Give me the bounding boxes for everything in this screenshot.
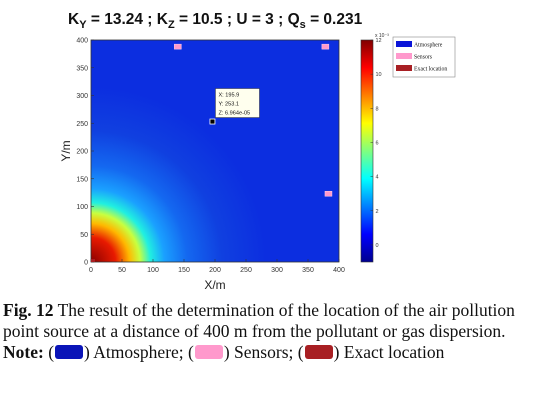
heatmap-area [91, 40, 339, 262]
atmosphere-swatch [55, 345, 84, 359]
caption-item-sensors: ) Sensors; ( [223, 342, 304, 362]
caption-text: The result of the determination of the l… [3, 300, 515, 341]
datatip-box: X: 195.9 Y: 253.1 Z: 6.964e-05 [215, 88, 260, 118]
x-tick-label: 150 [178, 267, 190, 274]
y-tick-label: 0 [84, 260, 88, 267]
exact-location-marker [91, 259, 95, 262]
colorbar-tick-label: 4 [376, 175, 379, 181]
colorbar-ticks: 0 2 4 6 8 10 12 [370, 38, 382, 249]
colorbar-tick-label: 10 [376, 72, 382, 78]
datatip-point[interactable] [209, 118, 216, 125]
paren-open: ( [43, 342, 55, 362]
x-tick-label: 300 [271, 267, 283, 274]
x-tick-label: 0 [89, 267, 93, 274]
caption-item-exact: ) Exact location [333, 342, 445, 362]
x-tick-label: 400 [333, 267, 345, 274]
x-tick-label: 200 [209, 267, 221, 274]
y-tick-label: 200 [76, 149, 88, 156]
chart-title: KY = 13.24 ; KZ = 10.5 ; U = 3 ; Qs = 0.… [68, 11, 363, 31]
fig-label: Fig. 12 [3, 300, 54, 320]
legend-swatch [396, 65, 412, 71]
y-tick-label: 300 [76, 93, 88, 100]
datatip-text: Y: 253.1 [218, 102, 239, 108]
x-tick-label: 250 [240, 267, 252, 274]
colorbar [360, 39, 374, 263]
y-tick-label: 150 [76, 176, 88, 183]
colorbar-tick-label: 6 [376, 140, 379, 146]
legend-label: Sensors [414, 55, 433, 61]
y-tick-label: 400 [76, 38, 88, 45]
figure-caption: Fig. 12 The result of the determination … [3, 300, 537, 363]
x-tick-label: 100 [147, 267, 159, 274]
datatip-text: Z: 6.964e-05 [218, 111, 250, 117]
y-tick-label: 100 [76, 204, 88, 211]
markers: X: 195.9 Y: 253.1 Z: 6.964e-05 [91, 43, 333, 262]
sensors-swatch [194, 345, 223, 359]
sensor-marker [324, 190, 333, 197]
x-axis-label: X/m [204, 278, 225, 292]
caption-item-atmosphere: ) Atmosphere; ( [84, 342, 194, 362]
x-tick-label: 50 [118, 267, 126, 274]
note-label: Note: [3, 342, 44, 362]
colorbar-tick-label: 12 [376, 38, 382, 44]
y-axis-label: Y/m [59, 140, 73, 161]
y-tick-label: 350 [76, 65, 88, 72]
legend-label: Exact location [414, 67, 447, 73]
x-axis-ticks: 0 50 100 150 200 250 300 350 400 [89, 259, 345, 274]
y-tick-label: 50 [80, 232, 88, 239]
exact-location-swatch [304, 345, 333, 359]
datatip-text: X: 195.9 [218, 93, 239, 99]
x-tick-label: 350 [302, 267, 314, 274]
colorbar-tick-label: 0 [376, 243, 379, 249]
colorbar-tick-label: 2 [376, 209, 379, 215]
colorbar-tick-label: 8 [376, 106, 379, 112]
colorbar-exponent: x 10⁻³ [375, 33, 389, 39]
legend-swatch [396, 41, 412, 47]
legend: Atmosphere Sensors Exact location [392, 36, 456, 78]
legend-swatch [396, 53, 412, 59]
figure: KY = 13.24 ; KZ = 10.5 ; U = 3 ; Qs = 0.… [59, 11, 456, 292]
y-axis-ticks: 0 50 100 150 200 250 300 350 400 [76, 38, 94, 267]
sensor-marker [174, 43, 182, 50]
y-tick-label: 250 [76, 121, 88, 128]
legend-label: Atmosphere [414, 43, 443, 49]
sensor-marker [321, 43, 330, 50]
